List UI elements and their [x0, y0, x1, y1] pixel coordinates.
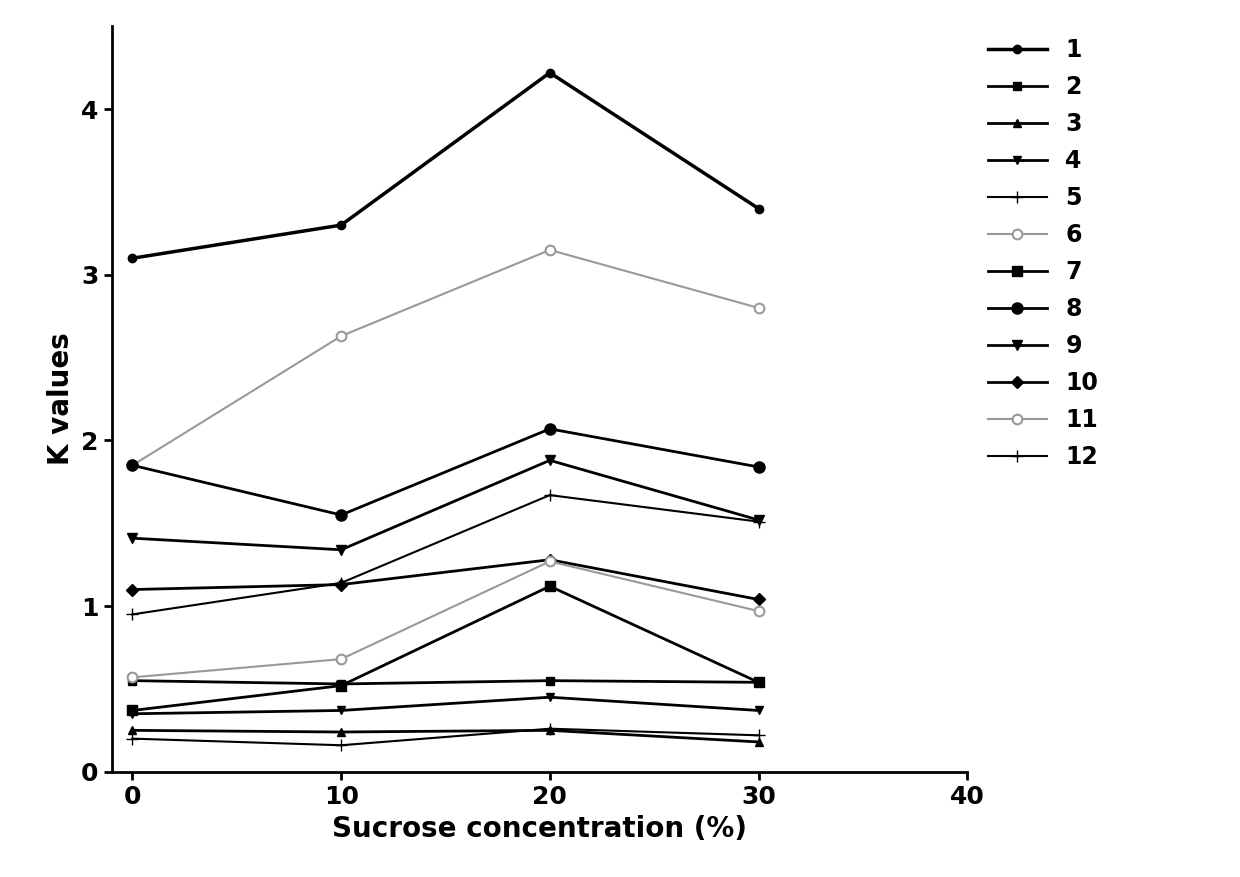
Y-axis label: K values: K values — [47, 332, 76, 466]
X-axis label: Sucrose concentration (%): Sucrose concentration (%) — [332, 815, 746, 843]
Legend: 1, 2, 3, 4, 5, 6, 7, 8, 9, 10, 11, 12: 1, 2, 3, 4, 5, 6, 7, 8, 9, 10, 11, 12 — [987, 38, 1099, 469]
